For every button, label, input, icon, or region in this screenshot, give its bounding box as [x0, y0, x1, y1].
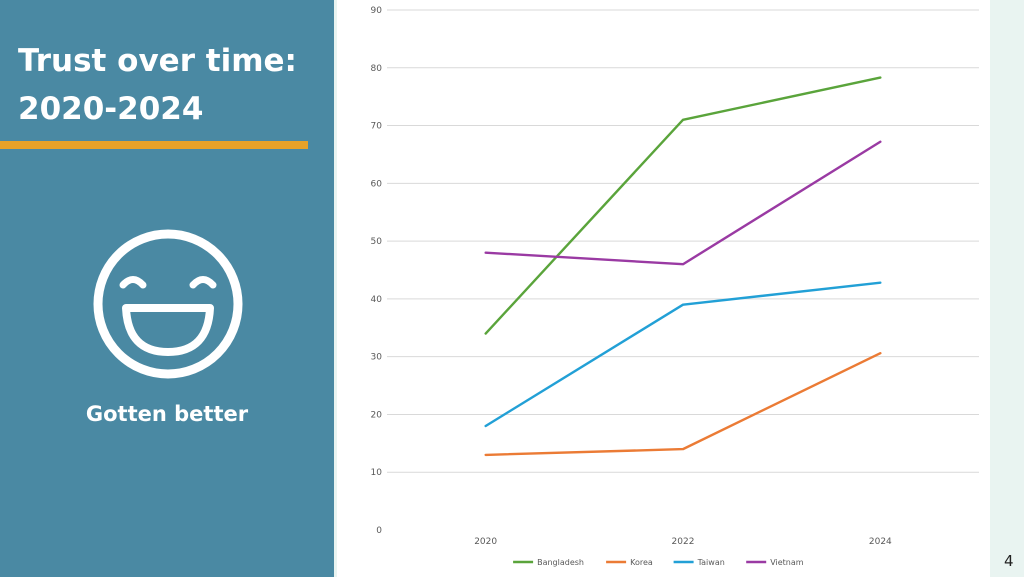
slide-title-line-2: 2020-2024 — [18, 91, 204, 127]
series-line-taiwan — [484, 281, 882, 428]
x-tick-label: 2022 — [672, 537, 695, 547]
legend-label-vietnam: Vietnam — [770, 558, 804, 567]
legend-label-korea: Korea — [630, 558, 653, 567]
slide-title-line-1: Trust over time: — [18, 43, 297, 79]
chart-svg: 0 10 20 30 40 50 60 70 80 90 2020 2022 2024 Banglades… — [371, 6, 979, 567]
line-chart: 0 10 20 30 40 50 60 70 80 90 2020 2022 2024 Banglades… — [337, 0, 990, 577]
legend-label-bangladesh: Bangladesh — [537, 558, 584, 567]
series-line-bangladesh — [484, 76, 882, 335]
y-tick-label: 80 — [371, 64, 383, 74]
y-tick-label: 60 — [371, 179, 383, 189]
series-line-korea — [484, 352, 882, 457]
title-panel: Trust over time: 2020-2024 Gotten better — [0, 0, 334, 577]
y-tick-label: 40 — [371, 295, 383, 305]
y-tick-label: 50 — [371, 237, 383, 247]
legend-label-taiwan: Taiwan — [697, 558, 725, 567]
y-tick-label: 10 — [371, 468, 383, 478]
title-underline-bar — [0, 141, 308, 149]
y-tick-label: 70 — [371, 122, 383, 132]
series-line-vietnam — [484, 140, 882, 266]
laughing-face-icon — [93, 229, 243, 379]
slide-number: 4 — [1004, 552, 1014, 570]
x-tick-label: 2020 — [474, 537, 497, 547]
y-tick-label: 20 — [371, 410, 383, 420]
x-tick-label: 2024 — [869, 537, 892, 547]
y-tick-label: 90 — [371, 6, 383, 16]
y-tick-label: 30 — [371, 353, 383, 363]
y-tick-label: 0 — [376, 526, 382, 536]
caption-gotten-better: Gotten better — [85, 402, 249, 426]
